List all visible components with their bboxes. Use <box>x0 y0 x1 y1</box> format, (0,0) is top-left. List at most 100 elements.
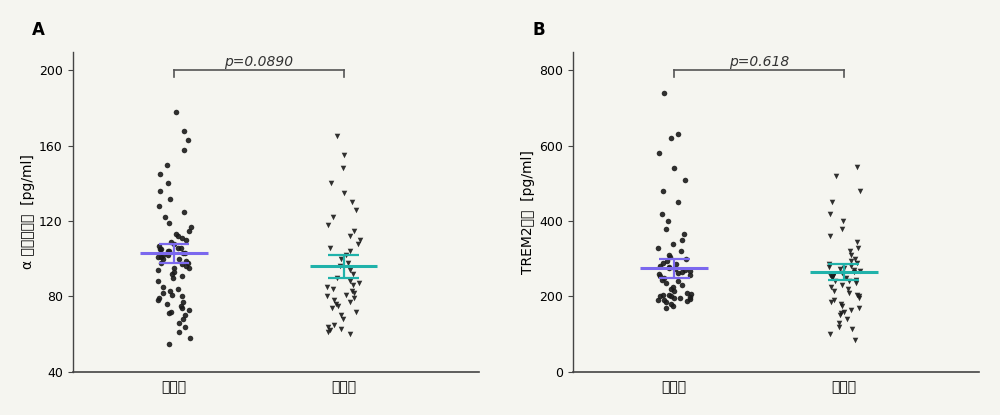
Point <box>342 248 358 254</box>
Point <box>831 320 847 326</box>
Point <box>852 188 868 194</box>
Point <box>162 195 178 202</box>
Point <box>170 286 186 292</box>
Point <box>683 290 699 297</box>
Point <box>160 180 176 187</box>
Point <box>178 237 194 243</box>
Point <box>841 277 857 284</box>
Point <box>176 208 192 215</box>
Point <box>152 246 168 253</box>
Point <box>670 278 686 285</box>
Point <box>824 273 840 280</box>
Point <box>168 109 184 115</box>
Point <box>679 289 695 296</box>
Point <box>651 150 667 156</box>
Point <box>827 278 843 285</box>
Point <box>663 135 679 142</box>
Point <box>850 244 866 251</box>
Point <box>822 233 838 239</box>
Point <box>176 127 192 134</box>
Point <box>164 291 180 298</box>
Point <box>151 242 167 249</box>
Point <box>335 316 351 322</box>
Point <box>150 297 166 304</box>
Point <box>672 295 688 302</box>
Point <box>849 259 865 266</box>
Point <box>654 276 670 283</box>
Point <box>676 231 692 238</box>
Point <box>171 320 187 326</box>
Point <box>157 214 173 221</box>
Point <box>677 176 693 183</box>
Point <box>324 305 340 311</box>
Point <box>173 244 189 251</box>
Point <box>663 293 679 300</box>
Point <box>843 257 859 264</box>
Point <box>155 252 171 259</box>
Point <box>674 269 690 275</box>
Point <box>338 252 354 259</box>
Point <box>351 280 367 287</box>
Point <box>663 301 679 308</box>
Point <box>655 259 671 266</box>
Point <box>180 259 196 266</box>
Point <box>336 190 352 196</box>
Point <box>678 256 694 262</box>
Point <box>340 259 356 266</box>
Point <box>329 133 345 140</box>
Point <box>823 299 839 305</box>
Point <box>174 273 190 279</box>
Point <box>150 254 166 260</box>
Point <box>322 327 338 334</box>
Point <box>155 284 171 290</box>
Point <box>170 244 186 251</box>
Point <box>177 250 193 256</box>
Point <box>661 252 677 259</box>
Point <box>174 261 190 268</box>
Point <box>333 312 349 319</box>
Point <box>665 284 681 290</box>
Point <box>674 282 690 288</box>
Point <box>822 271 838 278</box>
Point <box>840 286 856 292</box>
Point <box>665 240 681 247</box>
Point <box>342 278 358 285</box>
Point <box>846 269 862 275</box>
Point <box>826 288 842 294</box>
Point <box>177 323 193 330</box>
Point <box>836 308 852 315</box>
Point <box>160 248 176 254</box>
Point <box>171 329 187 336</box>
Point <box>180 137 196 144</box>
Point <box>848 276 864 283</box>
Point <box>849 163 865 170</box>
Point <box>178 257 194 264</box>
Point <box>851 305 867 311</box>
Point <box>846 267 862 273</box>
Point <box>652 273 668 279</box>
Point <box>656 297 672 304</box>
Point <box>326 322 342 328</box>
Point <box>160 252 176 259</box>
Point <box>826 297 842 304</box>
Point <box>152 171 168 177</box>
Point <box>661 264 677 271</box>
Point <box>823 284 839 290</box>
Point <box>652 293 668 299</box>
Point <box>163 239 179 245</box>
Point <box>161 340 177 347</box>
Point <box>682 294 698 300</box>
Point <box>183 223 199 230</box>
Point <box>181 306 197 313</box>
Point <box>150 278 166 285</box>
Point <box>174 235 190 242</box>
Point <box>658 299 674 305</box>
Point <box>153 259 169 266</box>
Point <box>839 316 855 322</box>
Point <box>851 293 867 300</box>
Point <box>655 188 671 194</box>
Point <box>833 301 849 308</box>
Point <box>181 227 197 234</box>
Point <box>658 225 674 232</box>
Point <box>826 271 842 277</box>
